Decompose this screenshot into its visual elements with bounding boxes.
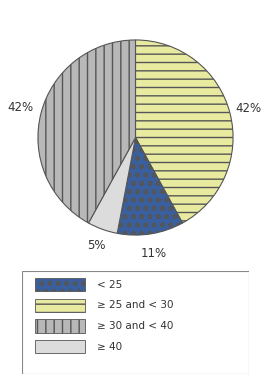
Bar	[35, 278, 85, 291]
Text: ≥ 30 and < 40: ≥ 30 and < 40	[97, 321, 173, 331]
Text: 42%: 42%	[7, 101, 33, 115]
Bar	[35, 340, 85, 353]
Bar	[35, 299, 85, 312]
Wedge shape	[89, 138, 136, 233]
Text: ≥ 40: ≥ 40	[97, 342, 122, 351]
Wedge shape	[117, 138, 182, 235]
Text: 5%: 5%	[87, 240, 106, 253]
Wedge shape	[136, 40, 233, 223]
Bar	[35, 319, 85, 333]
FancyBboxPatch shape	[22, 271, 249, 374]
Text: < 25: < 25	[97, 280, 122, 290]
Text: ≥ 25 and < 30: ≥ 25 and < 30	[97, 300, 173, 310]
Text: 42%: 42%	[236, 102, 262, 115]
Text: 11%: 11%	[141, 247, 167, 260]
Wedge shape	[38, 40, 136, 223]
